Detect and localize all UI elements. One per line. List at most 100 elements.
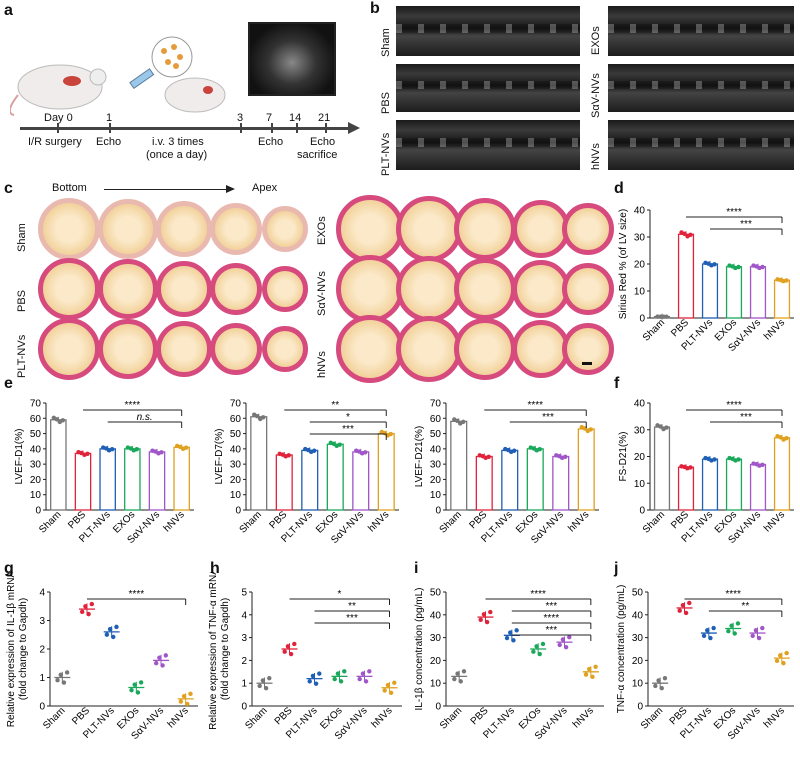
- tissue-section: [396, 196, 462, 262]
- category-label: hNVs: [366, 509, 391, 534]
- data-point: [736, 264, 741, 270]
- category-label: hNVs: [166, 705, 191, 730]
- y-tick-label: 40: [430, 610, 442, 621]
- tissue-section: [156, 321, 212, 377]
- data-point: [711, 625, 716, 631]
- significance-label: ****: [530, 589, 546, 600]
- tissue-section: [156, 261, 212, 317]
- significance-label: ***: [740, 219, 752, 230]
- data-point: [267, 675, 272, 681]
- data-point: [138, 680, 144, 685]
- tissue-section: [336, 315, 404, 383]
- y-tick-label: 10: [30, 490, 42, 501]
- data-point: [534, 644, 539, 649]
- tissue-section: [336, 195, 404, 263]
- echo-exos: [608, 6, 794, 56]
- data-point: [282, 649, 287, 654]
- category-label: Sham: [438, 509, 464, 535]
- significance-label: *: [346, 412, 350, 423]
- y-axis-label: FS-D21(%): [618, 431, 629, 481]
- y-tick-label: 20: [430, 475, 442, 486]
- category-label: hNVs: [162, 509, 187, 534]
- bar-4: [552, 455, 570, 511]
- label-bottom: Bottom: [52, 182, 87, 194]
- label-iv: i.v. 3 times: [152, 136, 204, 148]
- data-point: [55, 678, 60, 683]
- tissue-section: [396, 256, 462, 322]
- data-point: [587, 666, 592, 672]
- data-point: [540, 641, 546, 647]
- bar-1: [475, 455, 493, 511]
- significance-label: ****: [527, 400, 543, 411]
- label-apex: Apex: [252, 182, 278, 194]
- tissue-section: [156, 201, 212, 257]
- y-tick-label: 1: [241, 679, 247, 690]
- y-tick-label: 40: [430, 444, 442, 455]
- data-point: [382, 688, 387, 693]
- data-point: [688, 465, 693, 470]
- tissue-section: [98, 199, 158, 259]
- data-point: [567, 634, 572, 640]
- y-tick-label: 50: [632, 588, 644, 599]
- data-point: [261, 415, 266, 420]
- significance-label: ***: [545, 601, 557, 612]
- data-point: [760, 462, 765, 467]
- y-tick-label: 4: [241, 610, 247, 621]
- y-tick-label: 10: [430, 490, 442, 501]
- tissue-section: [562, 263, 614, 315]
- c-label-plt: PLT-NVs: [16, 334, 28, 378]
- category-label: hNVs: [571, 705, 596, 730]
- data-point: [712, 457, 717, 462]
- data-point: [263, 686, 269, 691]
- chart-i: 0 10 20 30 40 50 IL-1β concentration (pg/mL) Sh…: [414, 587, 604, 742]
- tissue-section: [210, 323, 262, 375]
- significance-label: ****: [544, 613, 560, 624]
- data-point: [778, 653, 783, 658]
- bar-3: [526, 448, 544, 511]
- significance-label: **: [331, 400, 339, 411]
- echo-label-sham: Sham: [380, 28, 392, 57]
- y-tick-label: 30: [430, 633, 442, 644]
- category-label: hNVs: [762, 705, 787, 730]
- category-label: PBS: [267, 509, 289, 531]
- data-point: [286, 453, 291, 458]
- data-point: [508, 630, 513, 635]
- data-point: [664, 314, 669, 319]
- y-tick-label: 5: [241, 588, 247, 599]
- y-tick-label: 40: [230, 444, 242, 455]
- bar-4: [749, 266, 767, 319]
- data-point: [392, 680, 397, 685]
- data-point: [111, 634, 116, 640]
- data-point: [784, 278, 789, 283]
- y-tick-label: 3: [39, 616, 45, 627]
- bar-5: [377, 432, 395, 511]
- data-point: [735, 621, 741, 626]
- y-axis-label: TNF-α concentration (pg/mL): [616, 585, 627, 714]
- data-point: [58, 672, 63, 677]
- tissue-section: [562, 203, 614, 255]
- y-tick-label: 40: [30, 444, 42, 455]
- bar-2: [701, 458, 719, 511]
- data-point: [367, 669, 372, 674]
- tissue-section: [262, 326, 308, 372]
- echo-sav: [608, 64, 794, 112]
- y-axis-label: IL-1β concentration (pg/mL): [414, 587, 425, 710]
- data-point: [114, 624, 119, 630]
- data-point: [511, 638, 516, 643]
- y-tick-label: 20: [230, 475, 242, 486]
- tissue-section: [562, 323, 614, 375]
- data-point: [774, 658, 780, 664]
- tissue-section: [38, 258, 100, 320]
- data-point: [257, 683, 262, 689]
- panel-letter-e: e: [4, 375, 13, 392]
- category-label: Sham: [238, 509, 264, 535]
- significance-label: ****: [726, 400, 742, 411]
- panel-letter-d: d: [614, 180, 624, 197]
- category-label: hNVs: [566, 509, 591, 534]
- echo-sham: [396, 6, 580, 56]
- significance-label: ****: [129, 589, 145, 600]
- data-point: [688, 232, 693, 238]
- data-point: [588, 427, 593, 432]
